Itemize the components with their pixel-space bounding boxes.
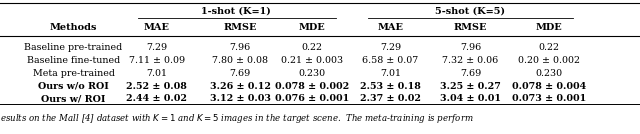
Text: MDE: MDE	[536, 23, 563, 32]
Text: 3.26 ± 0.12: 3.26 ± 0.12	[209, 81, 271, 91]
Text: 0.078 ± 0.002: 0.078 ± 0.002	[275, 81, 349, 91]
Text: 7.01: 7.01	[147, 69, 167, 78]
Text: 7.96: 7.96	[460, 43, 481, 52]
Text: 0.20 ± 0.002: 0.20 ± 0.002	[518, 56, 580, 65]
Text: 0.22: 0.22	[302, 43, 323, 52]
Text: 0.073 ± 0.001: 0.073 ± 0.001	[512, 94, 586, 103]
Text: 1-shot (K=1): 1-shot (K=1)	[201, 6, 270, 15]
Text: 7.69: 7.69	[460, 69, 481, 78]
Text: 3.04 ± 0.01: 3.04 ± 0.01	[440, 94, 501, 103]
Text: 6.58 ± 0.07: 6.58 ± 0.07	[362, 56, 419, 65]
Text: 2.37 ± 0.02: 2.37 ± 0.02	[360, 94, 421, 103]
Text: esults on the Mall [4] dataset with $K = 1$ and $K = 5$ images in the target sce: esults on the Mall [4] dataset with $K =…	[0, 112, 474, 125]
Text: 5-shot (K=5): 5-shot (K=5)	[435, 6, 505, 15]
Text: 2.53 ± 0.18: 2.53 ± 0.18	[360, 81, 421, 91]
Text: Methods: Methods	[50, 23, 97, 32]
Text: 0.076 ± 0.001: 0.076 ± 0.001	[275, 94, 349, 103]
Text: 7.32 ± 0.06: 7.32 ± 0.06	[442, 56, 499, 65]
Text: 7.69: 7.69	[229, 69, 251, 78]
Text: 2.52 ± 0.08: 2.52 ± 0.08	[126, 81, 188, 91]
Text: 7.96: 7.96	[229, 43, 251, 52]
Text: MAE: MAE	[144, 23, 170, 32]
Text: 7.11 ± 0.09: 7.11 ± 0.09	[129, 56, 185, 65]
Text: Baseline fine-tuned: Baseline fine-tuned	[27, 56, 120, 65]
Text: 7.01: 7.01	[380, 69, 401, 78]
Text: 3.25 ± 0.27: 3.25 ± 0.27	[440, 81, 501, 91]
Text: 0.22: 0.22	[539, 43, 559, 52]
Text: Ours w/ ROI: Ours w/ ROI	[42, 94, 106, 103]
Text: Ours w/o ROI: Ours w/o ROI	[38, 81, 109, 91]
Text: MDE: MDE	[299, 23, 326, 32]
Text: 0.21 ± 0.003: 0.21 ± 0.003	[281, 56, 344, 65]
Text: 7.29: 7.29	[380, 43, 401, 52]
Text: MAE: MAE	[378, 23, 403, 32]
Text: RMSE: RMSE	[454, 23, 487, 32]
Text: Meta pre-trained: Meta pre-trained	[33, 69, 115, 78]
Text: 3.12 ± 0.03: 3.12 ± 0.03	[209, 94, 271, 103]
Text: Baseline pre-trained: Baseline pre-trained	[24, 43, 123, 52]
Text: 0.078 ± 0.004: 0.078 ± 0.004	[512, 81, 586, 91]
Text: 0.230: 0.230	[299, 69, 326, 78]
Text: 7.29: 7.29	[146, 43, 168, 52]
Text: 7.80 ± 0.08: 7.80 ± 0.08	[212, 56, 268, 65]
Text: RMSE: RMSE	[223, 23, 257, 32]
Text: 0.230: 0.230	[536, 69, 563, 78]
Text: 2.44 ± 0.02: 2.44 ± 0.02	[126, 94, 188, 103]
